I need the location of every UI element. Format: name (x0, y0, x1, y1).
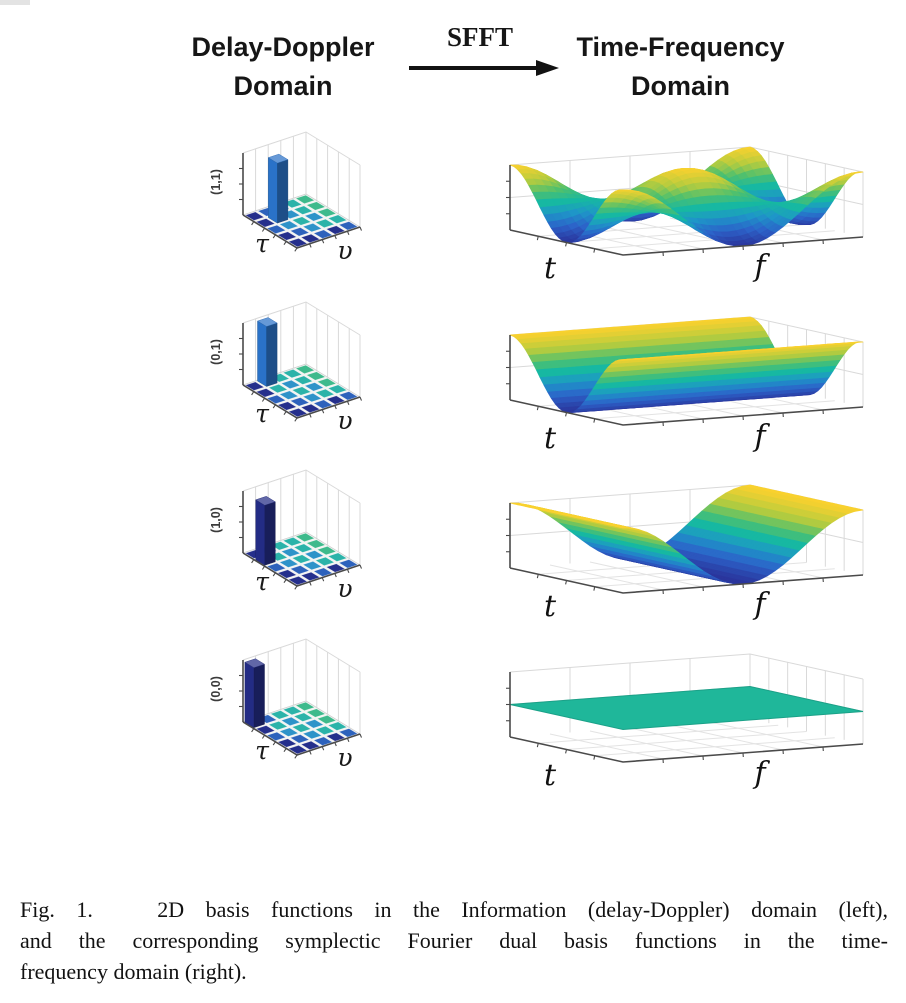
delay-doppler-plot-4: (0,0) τ υ (209, 638, 363, 772)
y-axis-label: υ (337, 406, 352, 435)
delay-doppler-plot-3: (1,0) τ υ (209, 469, 363, 603)
caption-line-3: frequency domain (right). (20, 959, 247, 984)
coefficient-label: (1,0) (209, 507, 223, 533)
scan-artifact (0, 0, 30, 5)
delay-doppler-plot-2: (0,1) τ υ (209, 301, 363, 435)
x-axis-label: t (544, 758, 557, 793)
delay-doppler-plot-1: (1,1) τ υ (209, 131, 363, 265)
y-axis-label: υ (337, 236, 352, 265)
right-column-title: Time-Frequency Domain (558, 28, 803, 106)
sfft-arrow-icon (409, 60, 559, 76)
coefficient-label: (0,0) (209, 676, 223, 702)
x-axis-label: t (544, 421, 557, 456)
figure-caption: Fig. 1. 2D basis functions in the Inform… (20, 894, 888, 987)
coefficient-label: (1,1) (209, 169, 223, 195)
y-axis-label: f (752, 756, 770, 791)
left-title-line2: Domain (233, 71, 333, 101)
y-axis-label: υ (337, 574, 352, 603)
x-axis-label: τ (255, 567, 270, 596)
x-axis-label: τ (255, 399, 270, 428)
left-title-line1: Delay-Doppler (191, 32, 375, 62)
x-axis-label: t (544, 251, 557, 286)
right-title-line2: Domain (630, 71, 730, 101)
x-axis-label: τ (255, 736, 270, 765)
y-axis-label: f (752, 587, 770, 622)
sfft-label: SFFT (446, 22, 513, 52)
caption-line-1: Fig. 1. 2D basis functions in the Inform… (20, 897, 888, 922)
y-axis-label: f (752, 419, 770, 454)
left-column-title: Delay-Doppler Domain (168, 28, 398, 106)
x-axis-label: t (544, 589, 557, 624)
right-title-line1: Time-Frequency (576, 32, 785, 62)
coefficient-label: (0,1) (209, 339, 223, 365)
y-axis-label: f (752, 249, 770, 284)
y-axis-label: υ (337, 743, 352, 772)
x-axis-label: τ (255, 229, 270, 258)
caption-line-2: and the corresponding symplectic Fourier… (20, 928, 888, 953)
